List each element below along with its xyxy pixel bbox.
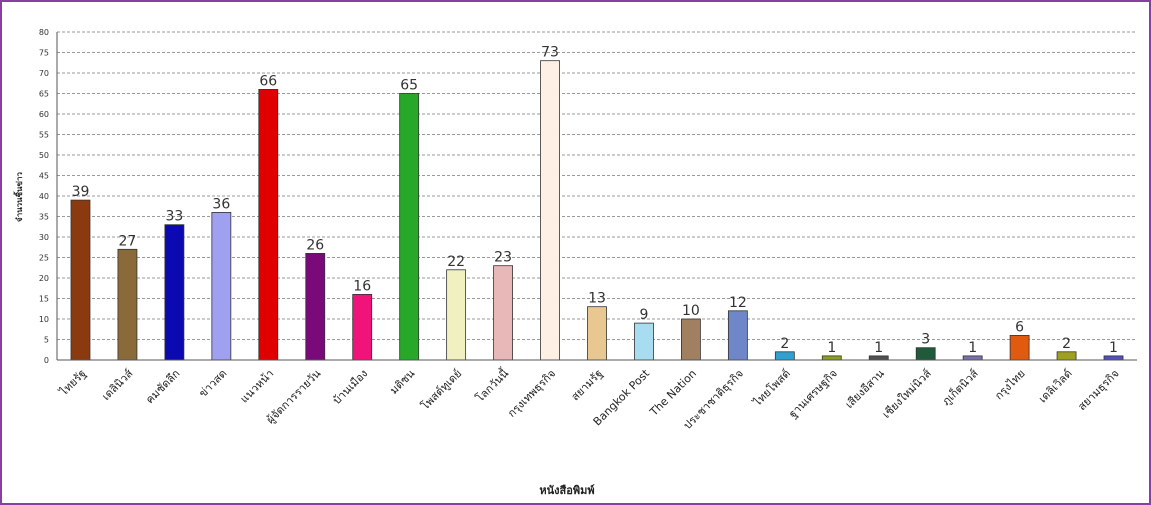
bar-value-label: 26 xyxy=(306,237,324,253)
bar-value-label: 16 xyxy=(353,278,371,294)
x-category-label: คมชัดลึก xyxy=(143,367,182,406)
x-category-label: เสียงอีสาน xyxy=(843,367,887,411)
x-category-label: กรุงเทพธุรกิจ xyxy=(505,367,558,420)
y-tick-label: 10 xyxy=(39,315,49,324)
bar-value-label: 12 xyxy=(729,295,747,311)
x-axis-title: หนังสือพิมพ์ xyxy=(539,484,594,497)
x-category-label: ข่าวสด xyxy=(196,367,229,400)
bar-value-label: 1 xyxy=(827,340,836,356)
y-tick-label: 0 xyxy=(44,356,49,365)
bar xyxy=(399,93,420,361)
y-tick-label: 40 xyxy=(39,192,49,201)
x-category-label: มติชน xyxy=(387,367,417,397)
bar xyxy=(821,355,842,361)
bar-value-label: 6 xyxy=(1015,319,1024,335)
bar-value-label: 73 xyxy=(541,45,559,61)
bar-value-label: 1 xyxy=(874,340,883,356)
x-category-label: เดลินิวส์ xyxy=(99,367,135,403)
y-tick-label: 60 xyxy=(39,110,49,119)
x-category-label: เชียงใหม่นิวส์ xyxy=(880,367,934,421)
bar xyxy=(587,306,607,361)
y-tick-label: 15 xyxy=(39,295,49,304)
y-tick-label: 55 xyxy=(39,131,49,140)
bar xyxy=(493,265,513,361)
bar-value-label: 36 xyxy=(212,196,230,212)
bar-value-label: 13 xyxy=(588,291,606,307)
y-tick-label: 80 xyxy=(39,28,49,37)
bar xyxy=(164,224,185,361)
y-axis-ticks: 0 5 10 15 20 25 30 35 40 45 50 55 60 65 70 75 80 xyxy=(39,28,49,365)
bar-value-label: 2 xyxy=(1062,336,1071,352)
bar xyxy=(352,293,373,361)
y-tick-label: 5 xyxy=(44,336,49,345)
bar xyxy=(211,211,232,361)
bar xyxy=(868,355,889,361)
bar-value-label: 22 xyxy=(447,254,465,270)
bar xyxy=(446,269,467,361)
x-category-label: ไทยรัฐ xyxy=(57,367,89,399)
bar-value-label: 2 xyxy=(780,336,789,352)
y-tick-label: 50 xyxy=(39,151,49,160)
bar-value-label: 27 xyxy=(119,233,137,249)
bar xyxy=(117,248,138,361)
y-axis-title: จำนวนชิ้นข่าว xyxy=(13,172,24,222)
x-category-label: โลกวันนี้ xyxy=(472,365,512,405)
bar-value-label: 3 xyxy=(921,332,930,348)
x-category-label: สยามธุรกิจ xyxy=(1075,367,1121,413)
bar-value-label: 10 xyxy=(682,303,700,319)
y-tick-label: 75 xyxy=(39,49,49,58)
x-category-label: เดลิเวิลด์ xyxy=(1036,367,1075,406)
bar xyxy=(1103,355,1124,361)
bar xyxy=(305,252,326,361)
bar-value-label: 39 xyxy=(72,184,90,200)
bar xyxy=(962,355,983,361)
x-category-label: โพสต์ทูเดย์ xyxy=(418,366,464,412)
bar xyxy=(915,347,936,361)
bar xyxy=(1056,351,1077,361)
y-tick-label: 20 xyxy=(39,274,49,283)
x-category-label: บ้านเมือง xyxy=(330,367,370,407)
bar xyxy=(540,60,560,361)
bar xyxy=(634,322,654,361)
bar xyxy=(727,310,748,361)
x-category-label: ฐานเศรษฐกิจ xyxy=(786,367,840,421)
x-axis-categories: ไทยรัฐ เดลินิวส์ คมชัดลึก ข่าวสด แนวหน้าผู้จ… xyxy=(57,365,1122,432)
bars xyxy=(70,60,1124,361)
bar-value-label: 9 xyxy=(639,307,648,323)
bar-value-label: 33 xyxy=(165,209,183,225)
bar xyxy=(70,199,91,361)
x-category-label: กรุงไทย xyxy=(992,367,1027,402)
x-category-label: สยามรัฐ xyxy=(569,367,605,403)
y-tick-label: 65 xyxy=(39,90,49,99)
bar xyxy=(1009,334,1030,361)
y-tick-label: 35 xyxy=(39,213,49,222)
x-category-label: แนวหน้า xyxy=(238,367,277,406)
grid-lines xyxy=(57,31,1137,340)
bar-value-label: 23 xyxy=(494,250,512,266)
bar-value-label: 1 xyxy=(968,340,977,356)
y-tick-label: 45 xyxy=(39,172,49,181)
x-category-label: ภูเก็ตนิวส์ xyxy=(939,366,981,408)
y-tick-label: 25 xyxy=(39,254,49,263)
bar xyxy=(681,318,701,361)
bar xyxy=(774,351,795,361)
bar-value-label: 65 xyxy=(400,78,418,94)
x-category-label: ไทยโพสต์ xyxy=(750,366,793,409)
bar-value-label: 1 xyxy=(1109,340,1118,356)
bar xyxy=(258,89,279,361)
y-tick-label: 30 xyxy=(39,233,49,242)
y-tick-label: 70 xyxy=(39,69,49,78)
bar-value-label: 66 xyxy=(259,73,277,89)
